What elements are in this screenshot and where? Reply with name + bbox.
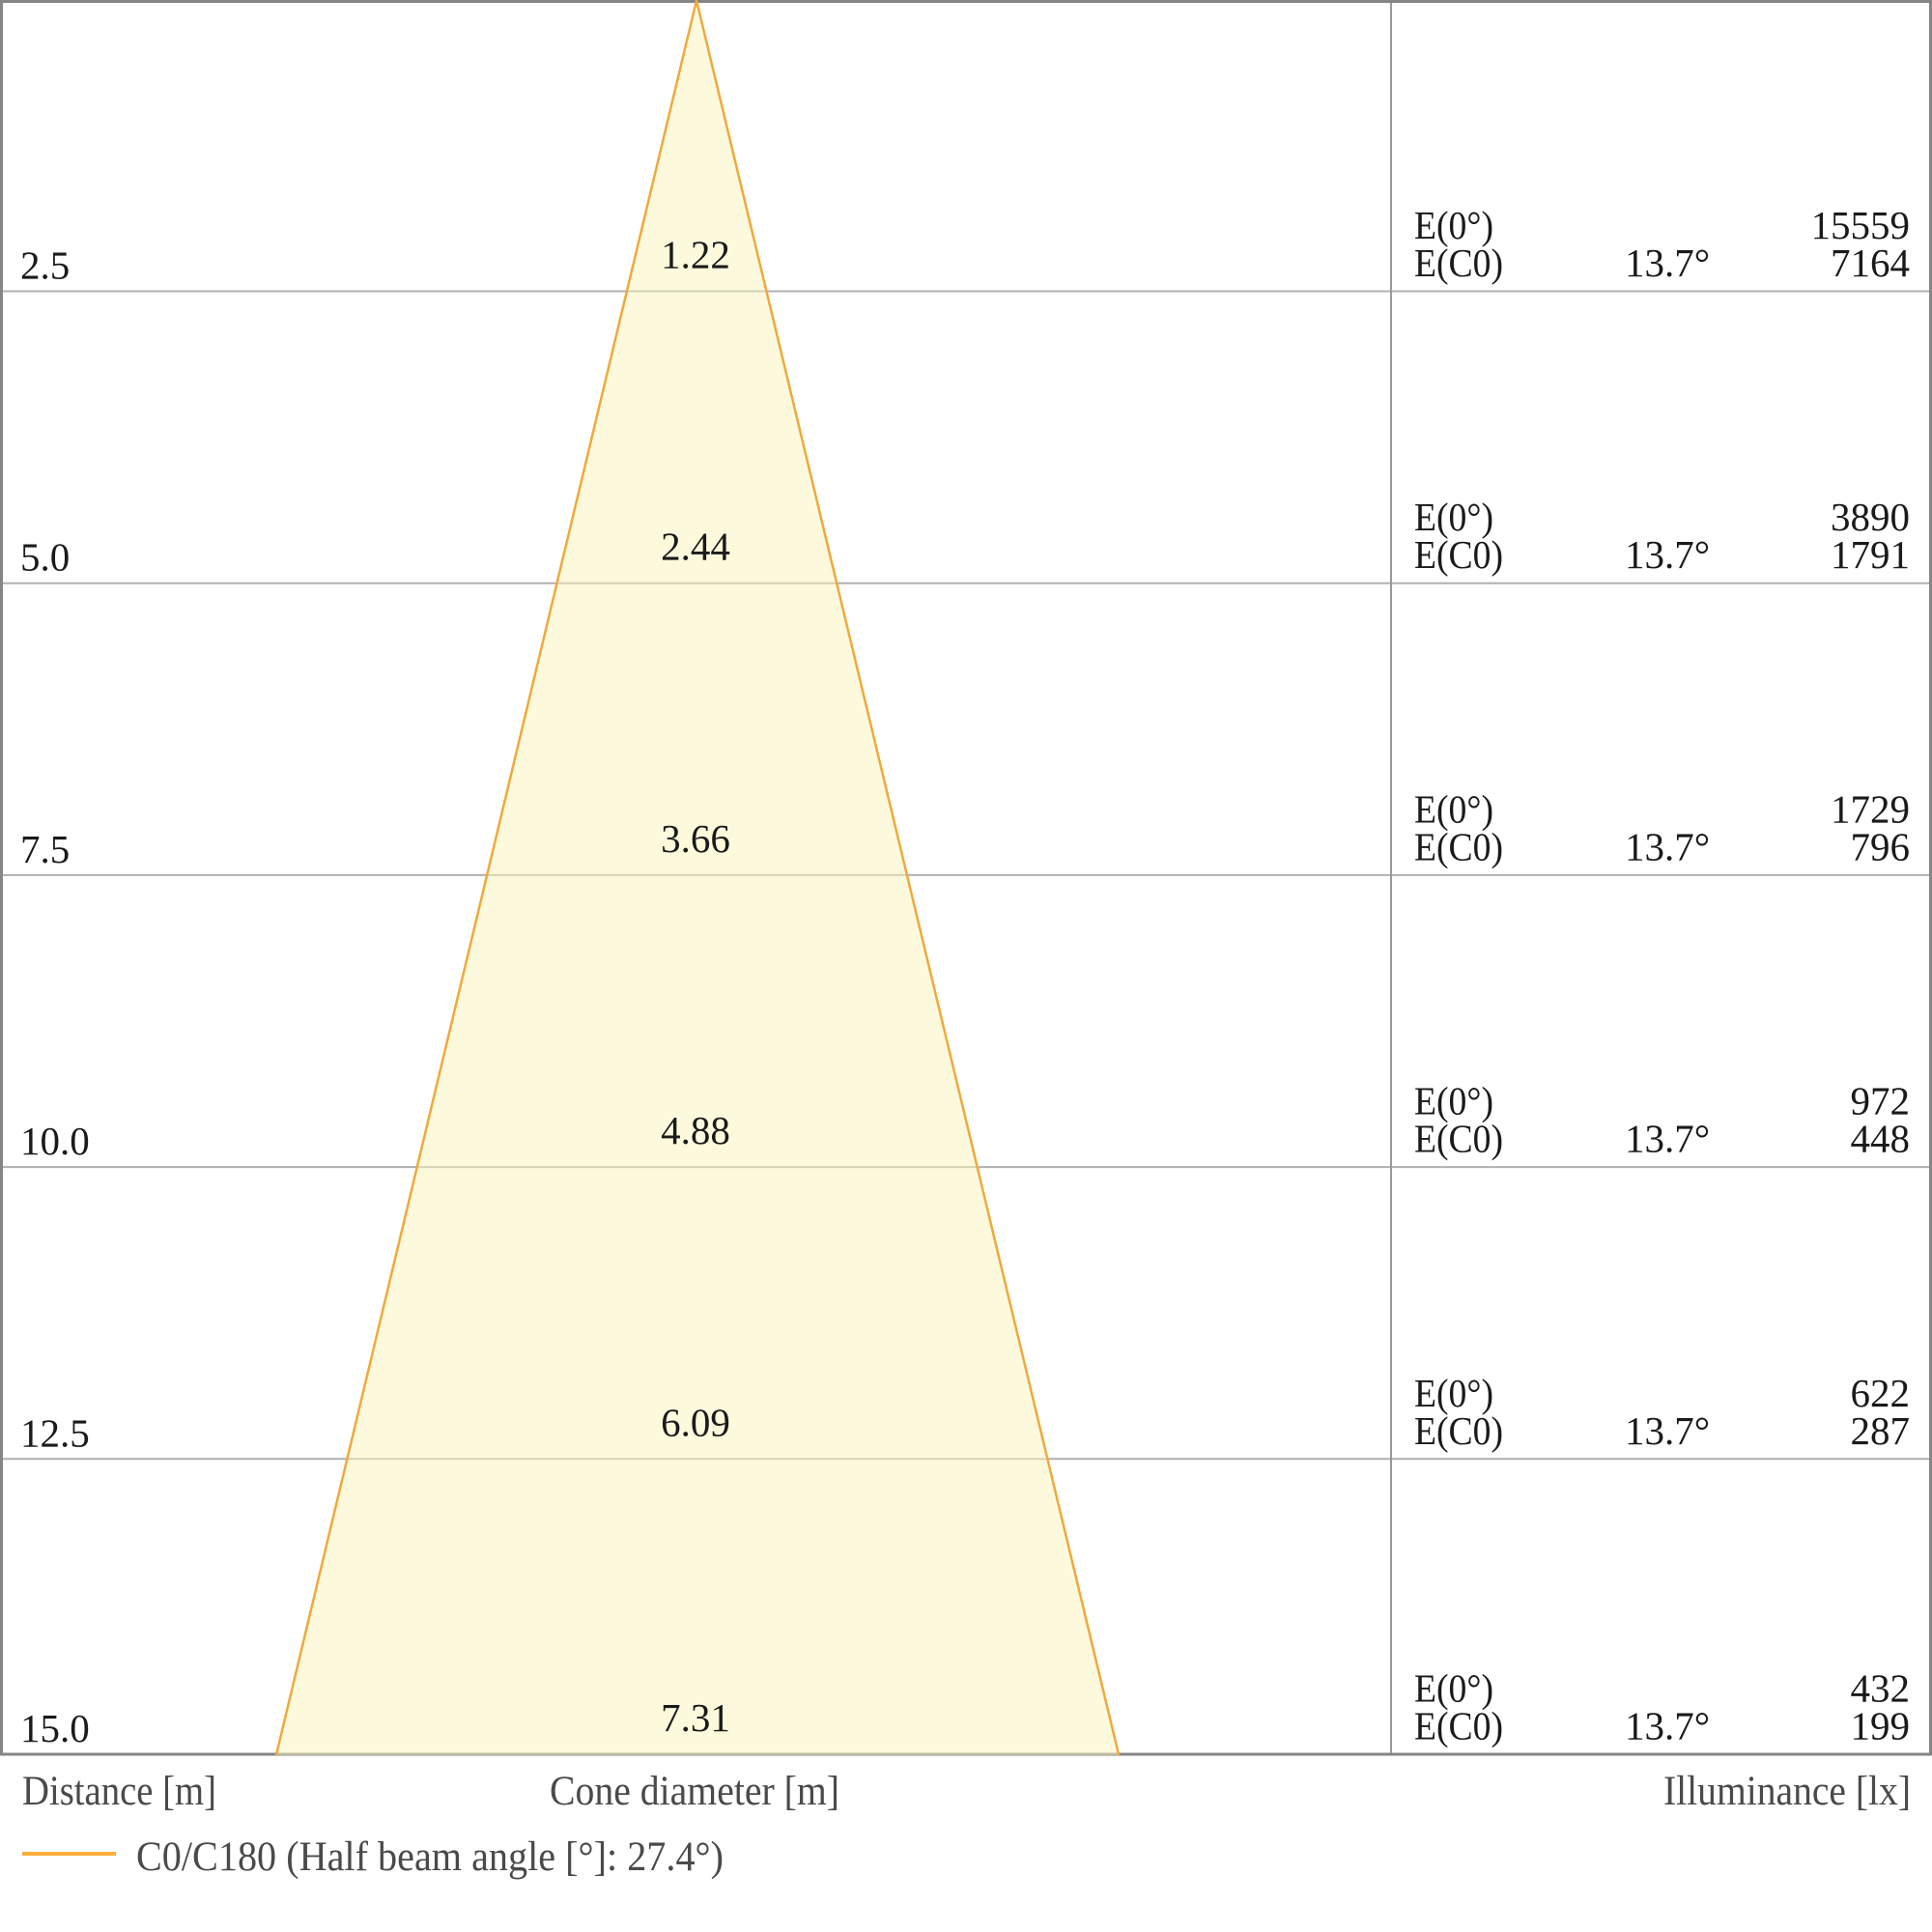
svg-text:622: 622 bbox=[1851, 1371, 1911, 1415]
svg-text:13.7°: 13.7° bbox=[1625, 1704, 1710, 1748]
svg-text:E(0°): E(0°) bbox=[1414, 1666, 1493, 1711]
svg-text:Distance [m]: Distance [m] bbox=[22, 1769, 216, 1814]
svg-text:287: 287 bbox=[1851, 1408, 1911, 1453]
svg-text:7164: 7164 bbox=[1831, 241, 1910, 285]
svg-text:E(0°): E(0°) bbox=[1414, 495, 1493, 539]
svg-text:15.0: 15.0 bbox=[20, 1706, 90, 1750]
svg-text:Illuminance [lx]: Illuminance [lx] bbox=[1663, 1769, 1911, 1814]
svg-text:E(0°): E(0°) bbox=[1414, 203, 1493, 247]
svg-text:E(C0): E(C0) bbox=[1414, 824, 1503, 868]
svg-text:972: 972 bbox=[1851, 1079, 1911, 1123]
svg-text:796: 796 bbox=[1851, 824, 1911, 868]
svg-text:1729: 1729 bbox=[1831, 786, 1910, 831]
svg-text:15559: 15559 bbox=[1811, 203, 1911, 247]
svg-text:2.44: 2.44 bbox=[661, 525, 730, 569]
svg-text:10.0: 10.0 bbox=[20, 1119, 90, 1163]
svg-text:6.09: 6.09 bbox=[661, 1400, 730, 1444]
svg-text:13.7°: 13.7° bbox=[1625, 1117, 1710, 1161]
svg-text:E(C0): E(C0) bbox=[1414, 1704, 1503, 1748]
svg-text:Cone diameter [m]: Cone diameter [m] bbox=[550, 1769, 839, 1814]
svg-text:432: 432 bbox=[1851, 1666, 1911, 1711]
svg-text:E(0°): E(0°) bbox=[1414, 1371, 1493, 1415]
svg-text:13.7°: 13.7° bbox=[1625, 532, 1710, 577]
svg-text:2.5: 2.5 bbox=[20, 243, 70, 288]
svg-text:E(C0): E(C0) bbox=[1414, 241, 1503, 285]
svg-text:3890: 3890 bbox=[1831, 495, 1910, 539]
svg-text:E(0°): E(0°) bbox=[1414, 786, 1493, 831]
svg-text:3.66: 3.66 bbox=[661, 816, 730, 861]
svg-text:12.5: 12.5 bbox=[20, 1410, 90, 1455]
svg-text:1.22: 1.22 bbox=[661, 233, 730, 277]
svg-text:E(C0): E(C0) bbox=[1414, 1117, 1503, 1161]
svg-text:4.88: 4.88 bbox=[661, 1108, 730, 1152]
svg-text:7.5: 7.5 bbox=[20, 827, 70, 871]
svg-text:13.7°: 13.7° bbox=[1625, 241, 1710, 285]
svg-text:7.31: 7.31 bbox=[661, 1695, 730, 1740]
svg-text:13.7°: 13.7° bbox=[1625, 824, 1710, 868]
svg-text:448: 448 bbox=[1851, 1117, 1911, 1161]
svg-text:C0/C180 (Half beam angle [°]:: C0/C180 (Half beam angle [°]: 27.4°) bbox=[136, 1834, 724, 1880]
svg-text:13.7°: 13.7° bbox=[1625, 1408, 1710, 1453]
svg-text:E(C0): E(C0) bbox=[1414, 532, 1503, 577]
svg-text:199: 199 bbox=[1851, 1704, 1911, 1748]
svg-text:E(C0): E(C0) bbox=[1414, 1408, 1503, 1453]
svg-text:E(0°): E(0°) bbox=[1414, 1079, 1493, 1123]
svg-text:1791: 1791 bbox=[1831, 532, 1910, 577]
svg-text:5.0: 5.0 bbox=[20, 535, 70, 580]
